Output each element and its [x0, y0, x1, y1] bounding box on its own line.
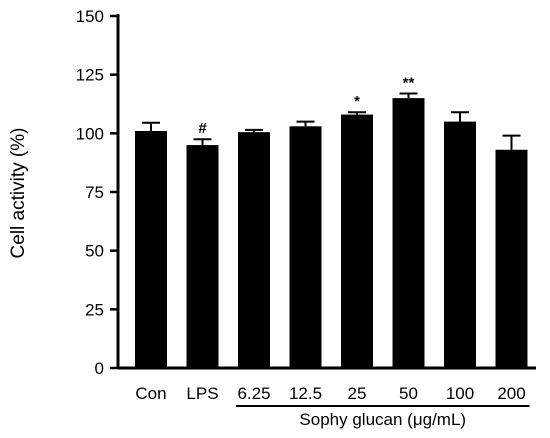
x-tick-label: 25: [348, 384, 367, 403]
x-tick-label: 6.25: [237, 384, 270, 403]
bar: [186, 145, 219, 368]
x-tick-label: 12.5: [289, 384, 322, 403]
bar: [341, 114, 373, 368]
bar: [444, 121, 476, 368]
bars: #***: [135, 74, 528, 368]
x-tick-label: 200: [497, 384, 525, 403]
bar: [135, 130, 167, 368]
bar: [392, 98, 425, 368]
y-tick-label: 150: [76, 7, 104, 26]
x-tick-label: Con: [135, 384, 166, 403]
significance-label: *: [354, 93, 360, 110]
y-tick-label: 50: [85, 242, 104, 261]
y-tick-label: 100: [76, 124, 104, 143]
y-axis-label: Cell activity (%): [8, 128, 29, 259]
bar: [238, 132, 270, 368]
bar: [289, 126, 322, 368]
x-tick-label: 50: [399, 384, 418, 403]
y-tick-label: 75: [85, 183, 104, 202]
y-tick-label: 125: [76, 66, 104, 85]
y-tick-label: 25: [85, 300, 104, 319]
x-tick-label: LPS: [186, 384, 218, 403]
y-ticks: 0 25 50 75 100 125 150: [76, 7, 118, 378]
y-tick-label: 0: [95, 359, 104, 378]
x-tick-label: 100: [446, 384, 474, 403]
significance-label: **: [403, 74, 415, 91]
bar: [495, 149, 528, 368]
x-tick-labels: Con LPS 6.25 12.5 25 50 100 200: [135, 384, 525, 403]
significance-label: #: [198, 120, 207, 137]
group-label: Sophy glucan (μg/mL): [299, 410, 466, 429]
